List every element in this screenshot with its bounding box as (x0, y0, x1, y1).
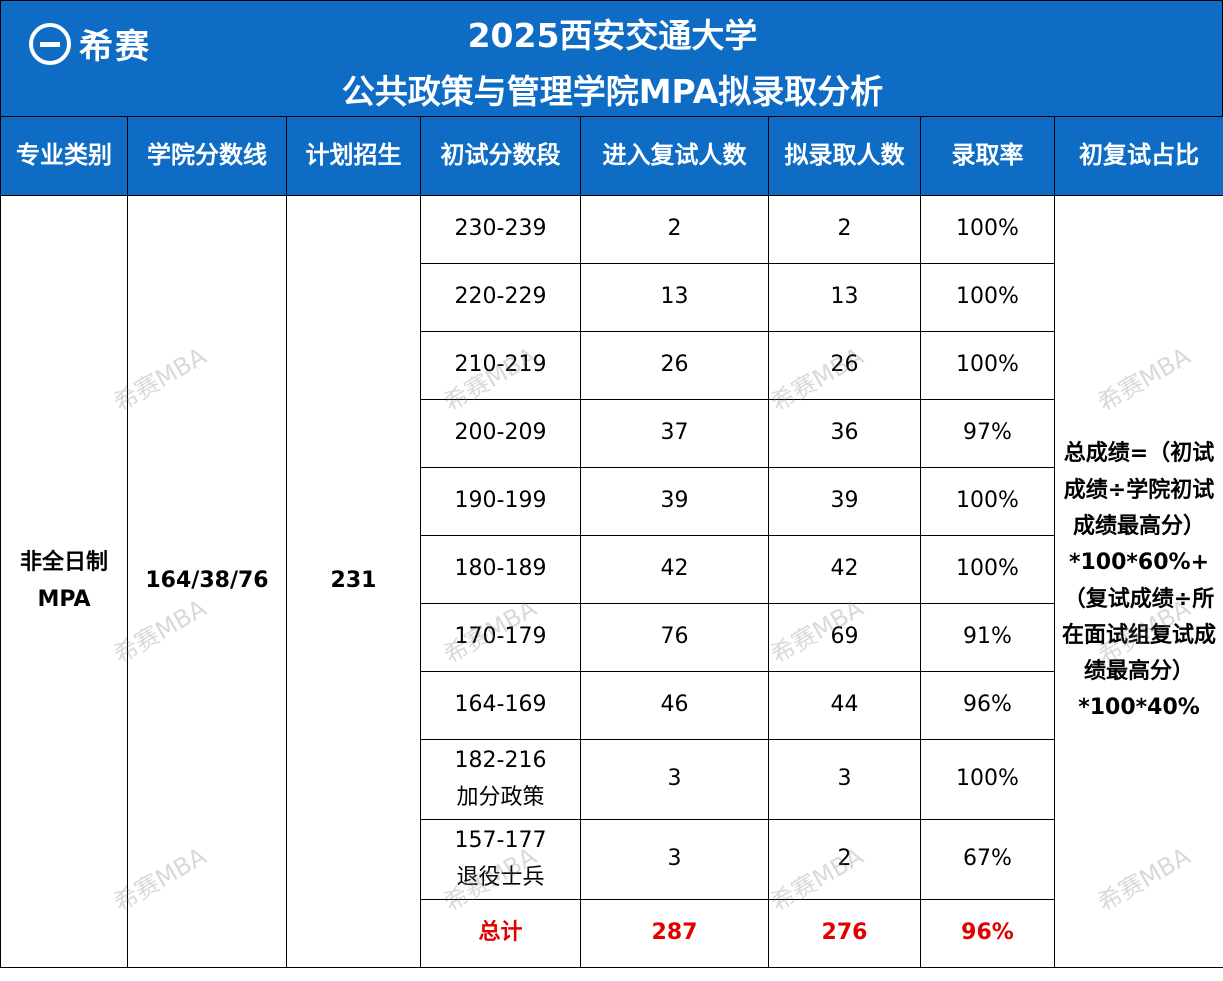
interview-count: 37 (580, 399, 769, 468)
header-admit-count: 拟录取人数 (768, 116, 921, 196)
total-interview-count: 287 (580, 899, 769, 968)
weighting-formula: 总成绩=（初试成绩÷学院初试成绩最高分）*100*60%+（复试成绩÷所在面试组… (1054, 195, 1223, 968)
score-range-value: 157-177 (454, 828, 547, 854)
admit-count: 36 (768, 399, 921, 468)
total-admit-count: 276 (768, 899, 921, 968)
admit-rate: 91% (920, 603, 1055, 672)
header-plan: 计划招生 (286, 116, 421, 196)
admit-count: 39 (768, 467, 921, 536)
interview-count: 2 (580, 195, 769, 264)
header-row: 专业类别 学院分数线 计划招生 初试分数段 进入复试人数 拟录取人数 录取率 初… (0, 116, 1223, 196)
admit-rate: 97% (920, 399, 1055, 468)
score-range: 190-199 (420, 467, 581, 536)
score-range: 164-169 (420, 671, 581, 740)
interview-count: 3 (580, 739, 769, 820)
total-label: 总计 (420, 899, 581, 968)
title-banner: 希赛 2025西安交通大学 公共政策与管理学院MPA拟录取分析 (0, 0, 1223, 117)
program-name: 非全日制MPA (0, 195, 128, 968)
admit-count: 2 (768, 195, 921, 264)
score-range: 170-179 (420, 603, 581, 672)
brand-e-icon (29, 22, 71, 65)
admit-count: 69 (768, 603, 921, 672)
admit-count: 13 (768, 263, 921, 332)
table-row: 157-177 退役士兵 3 2 67% (1, 819, 1223, 900)
admit-rate: 67% (920, 819, 1055, 900)
score-range-value: 182-216 (454, 748, 547, 774)
header-score-range: 初试分数段 (420, 116, 581, 196)
admit-count: 3 (768, 739, 921, 820)
admit-count: 26 (768, 331, 921, 400)
total-row: 总计 287 276 96% (1, 899, 1223, 968)
table-row: 200-209 37 36 97% (1, 399, 1223, 468)
admit-count: 42 (768, 535, 921, 604)
interview-count: 46 (580, 671, 769, 740)
admit-count: 2 (768, 819, 921, 900)
admit-count: 44 (768, 671, 921, 740)
title-line-1: 2025西安交通大学 (467, 16, 758, 55)
title-line-2: 公共政策与管理学院MPA拟录取分析 (341, 72, 884, 111)
interview-count: 3 (580, 819, 769, 900)
score-range: 220-229 (420, 263, 581, 332)
interview-count: 13 (580, 263, 769, 332)
admit-rate: 100% (920, 331, 1055, 400)
admit-rate: 100% (920, 535, 1055, 604)
table-row: 170-179 76 69 91% (1, 603, 1223, 672)
score-range: 200-209 (420, 399, 581, 468)
interview-count: 76 (580, 603, 769, 672)
score-range: 157-177 退役士兵 (420, 819, 581, 900)
header-weighting: 初复试占比 (1054, 116, 1223, 196)
score-range: 182-216 加分政策 (420, 739, 581, 820)
header-interview-count: 进入复试人数 (580, 116, 769, 196)
admit-rate: 100% (920, 467, 1055, 536)
table-row: 190-199 39 39 100% (1, 467, 1223, 536)
interview-count: 26 (580, 331, 769, 400)
score-range-note: 退役士兵 (456, 864, 545, 890)
table-row: 220-229 13 13 100% (1, 263, 1223, 332)
header-category: 专业类别 (0, 116, 128, 196)
table-row: 非全日制MPA 164/38/76 231 230-239 2 2 100% 总… (0, 195, 1223, 968)
table-row: 164-169 46 44 96% (1, 671, 1223, 740)
interview-count: 39 (580, 467, 769, 536)
admit-rate: 96% (920, 671, 1055, 740)
table-row: 180-189 42 42 100% (1, 535, 1223, 604)
admission-table: 专业类别 学院分数线 计划招生 初试分数段 进入复试人数 拟录取人数 录取率 初… (0, 116, 1223, 968)
admit-rate: 100% (920, 263, 1055, 332)
program-cutoff: 164/38/76 (127, 195, 287, 968)
table-row: 210-219 26 26 100% (1, 331, 1223, 400)
program-plan: 231 (286, 195, 421, 968)
admit-rate: 100% (920, 739, 1055, 820)
header-cutoff: 学院分数线 (127, 116, 287, 196)
score-range: 180-189 (420, 535, 581, 604)
interview-count: 42 (580, 535, 769, 604)
admit-rate: 100% (920, 195, 1055, 264)
score-range: 210-219 (420, 331, 581, 400)
table-row: 182-216 加分政策 3 3 100% (1, 739, 1223, 820)
brand-logo: 希赛 (29, 19, 151, 68)
score-range: 230-239 (420, 195, 581, 264)
total-admit-rate: 96% (920, 899, 1055, 968)
score-range-note: 加分政策 (456, 784, 545, 810)
header-admit-rate: 录取率 (920, 116, 1055, 196)
brand-name: 希赛 (79, 27, 151, 67)
